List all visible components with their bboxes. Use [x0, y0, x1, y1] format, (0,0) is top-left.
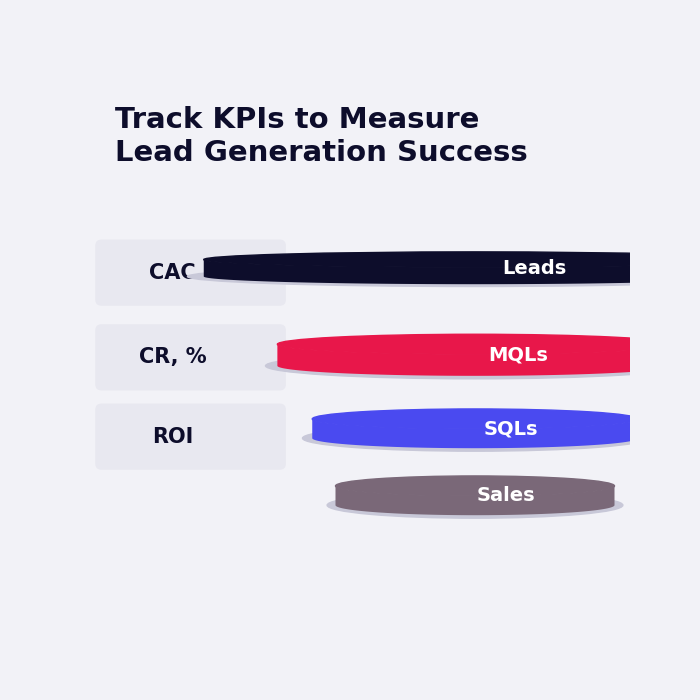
Text: Lead Generation Success: Lead Generation Success: [115, 139, 527, 167]
Text: SQLs: SQLs: [484, 419, 538, 438]
Text: Leads: Leads: [503, 258, 567, 277]
Text: ROI: ROI: [152, 427, 193, 447]
Polygon shape: [277, 344, 673, 376]
Ellipse shape: [335, 476, 615, 496]
Ellipse shape: [265, 353, 685, 379]
Ellipse shape: [302, 425, 648, 452]
Polygon shape: [312, 419, 638, 448]
Ellipse shape: [188, 267, 700, 286]
Text: CAC: CAC: [149, 262, 196, 283]
Polygon shape: [335, 486, 615, 515]
FancyBboxPatch shape: [95, 404, 286, 470]
FancyBboxPatch shape: [95, 239, 286, 306]
Text: Track KPIs to Measure: Track KPIs to Measure: [115, 106, 479, 134]
Polygon shape: [204, 260, 700, 284]
Text: CR, %: CR, %: [139, 347, 206, 368]
Ellipse shape: [312, 409, 638, 429]
Ellipse shape: [277, 335, 673, 354]
Ellipse shape: [327, 492, 623, 518]
Text: MQLs: MQLs: [489, 346, 548, 365]
Text: Sales: Sales: [477, 486, 535, 505]
Ellipse shape: [204, 252, 700, 267]
FancyBboxPatch shape: [95, 324, 286, 391]
